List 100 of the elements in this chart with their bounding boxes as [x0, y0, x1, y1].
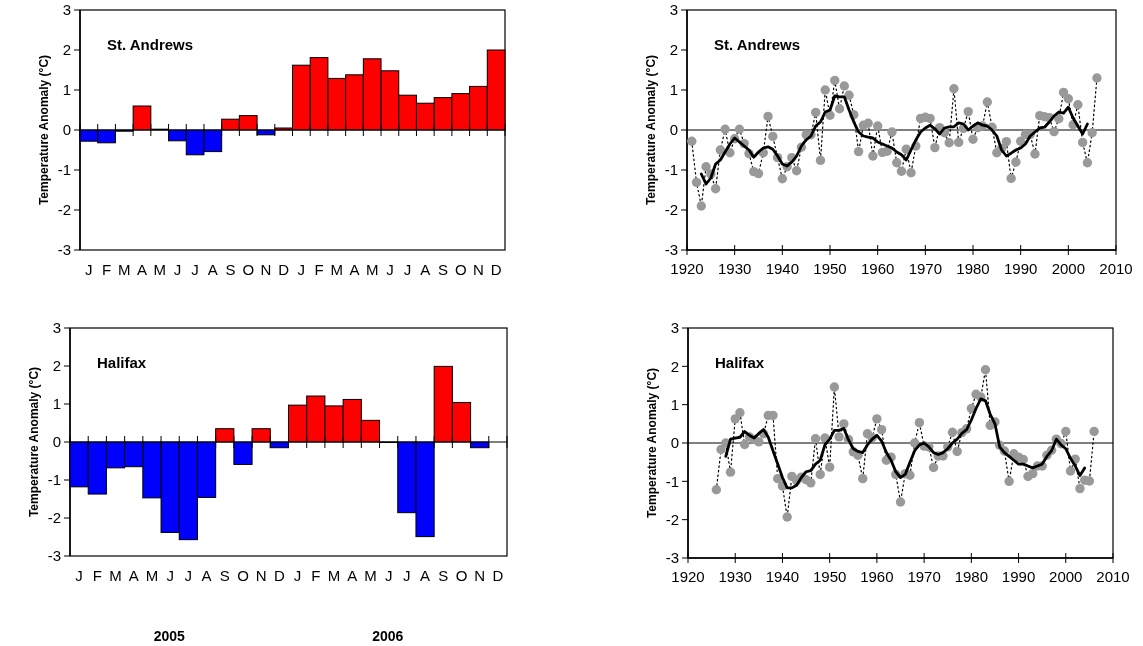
- x-tick-label: F: [314, 261, 324, 278]
- text: 2005: [153, 628, 186, 644]
- x-tick-label: M: [153, 261, 166, 278]
- annotation: St. Andrews: [714, 36, 801, 53]
- y-tick-label: 3: [670, 319, 679, 337]
- x-tick-label: 1930: [718, 568, 752, 585]
- x-tick-label: 2010: [1096, 568, 1130, 585]
- x-tick-label: N: [473, 261, 484, 278]
- x-tick-label: M: [327, 567, 341, 584]
- x-tick-label: S: [438, 567, 449, 584]
- y-tick-label: 2: [669, 41, 678, 59]
- x-tick-label: O: [454, 261, 467, 278]
- x-tick-label: 1940: [765, 568, 800, 585]
- y-tick-label: -2: [47, 509, 61, 527]
- x-tick-label: N: [255, 567, 267, 584]
- x-tick-label: D: [492, 567, 504, 584]
- x-tick-label: S: [438, 261, 449, 278]
- x-tick-label: M: [145, 567, 159, 584]
- x-tick-label: N: [260, 261, 272, 278]
- x-tick-label: 1970: [908, 260, 943, 277]
- x-tick-label: A: [420, 261, 431, 278]
- y-tick-label: -3: [57, 241, 71, 259]
- y-tick-label: -2: [665, 510, 679, 528]
- annotation: Halifax: [97, 354, 147, 371]
- x-tick-label: F: [101, 261, 112, 278]
- x-tick-label: 1950: [812, 568, 847, 585]
- y-axis-title: Temperature Anomaly (°C): [644, 54, 658, 206]
- x-tick-label: M: [364, 567, 377, 584]
- y-tick-label: 2: [670, 357, 679, 375]
- x-tick-label: 1980: [954, 568, 989, 585]
- y-tick-label: -2: [664, 201, 678, 219]
- x-tick-label: 1990: [1001, 568, 1036, 585]
- x-tick-label: 2000: [1049, 568, 1083, 585]
- x-tick-label: O: [455, 567, 468, 584]
- x-tick-label: D: [278, 261, 290, 278]
- x-tick-label: J: [386, 261, 394, 278]
- x-tick-label: J: [384, 567, 393, 584]
- y-tick-label: -3: [47, 547, 61, 565]
- y-tick-label: 2: [62, 41, 71, 59]
- x-tick-label: 1980: [956, 260, 990, 277]
- x-tick-label: 1990: [1003, 260, 1038, 277]
- y-tick-label: 3: [52, 319, 61, 337]
- x-tick-label: N: [474, 567, 486, 584]
- x-tick-label: 2000: [1051, 260, 1086, 277]
- text: 2006: [372, 628, 404, 644]
- y-tick-label: 1: [670, 395, 679, 413]
- x-tick-label: S: [219, 567, 230, 584]
- y-tick-label: 1: [62, 81, 71, 99]
- y-tick-label: 0: [52, 433, 61, 451]
- x-tick-label: D: [490, 261, 502, 278]
- x-tick-label: 1940: [765, 260, 800, 277]
- x-tick-label: A: [420, 567, 431, 584]
- x-tick-label: J: [166, 567, 174, 584]
- x-tick-label: F: [92, 567, 102, 584]
- y-tick-label: 1: [52, 395, 61, 413]
- x-tick-label: A: [136, 261, 147, 278]
- y-tick-label: 3: [62, 1, 71, 19]
- y-tick-label: -1: [47, 471, 61, 489]
- y-tick-label: -3: [664, 241, 678, 259]
- x-tick-label: 1930: [717, 260, 752, 277]
- x-tick-label: M: [118, 261, 131, 278]
- annotation: St. Andrews: [107, 36, 194, 53]
- x-tick-label: J: [403, 261, 412, 278]
- x-tick-label: J: [293, 567, 302, 584]
- x-tick-label: 1950: [813, 260, 847, 277]
- x-tick-label: J: [184, 567, 193, 584]
- x-tick-label: A: [349, 261, 360, 278]
- x-tick-label: J: [191, 261, 199, 278]
- y-tick-label: -1: [665, 472, 679, 490]
- y-tick-label: 0: [669, 121, 678, 139]
- x-tick-label: 2010: [1099, 260, 1133, 277]
- x-tick-label: 1960: [860, 568, 894, 585]
- y-axis-title: Temperature Anomaly (°C): [37, 54, 51, 206]
- y-axis-title: Temperature Anomaly (°C): [27, 366, 41, 518]
- x-tick-label: O: [237, 567, 249, 584]
- x-tick-label: J: [297, 261, 306, 278]
- x-tick-label: J: [403, 567, 411, 584]
- x-tick-label: A: [201, 567, 212, 584]
- x-tick-label: 1920: [670, 260, 704, 277]
- x-tick-label: 1920: [671, 568, 705, 585]
- y-tick-label: 2: [52, 357, 61, 375]
- x-tick-label: A: [128, 567, 139, 584]
- y-tick-label: -1: [57, 161, 71, 179]
- x-tick-label: J: [85, 261, 93, 278]
- x-tick-label: M: [109, 567, 122, 584]
- y-tick-label: 3: [669, 1, 678, 19]
- x-tick-label: S: [225, 261, 236, 278]
- y-tick-label: -3: [665, 549, 679, 567]
- y-tick-label: 0: [670, 434, 679, 452]
- y-axis-title: Temperature Anomaly (°C): [645, 367, 659, 519]
- x-tick-label: 1960: [860, 260, 895, 277]
- x-tick-label: J: [173, 261, 182, 278]
- y-tick-label: -2: [57, 201, 71, 219]
- x-tick-label: D: [273, 567, 285, 584]
- y-tick-label: 0: [62, 121, 71, 139]
- x-tick-label: F: [311, 567, 321, 584]
- x-tick-label: M: [365, 261, 379, 278]
- x-tick-label: M: [330, 261, 344, 278]
- x-tick-label: J: [75, 567, 83, 584]
- x-tick-label: A: [347, 567, 358, 584]
